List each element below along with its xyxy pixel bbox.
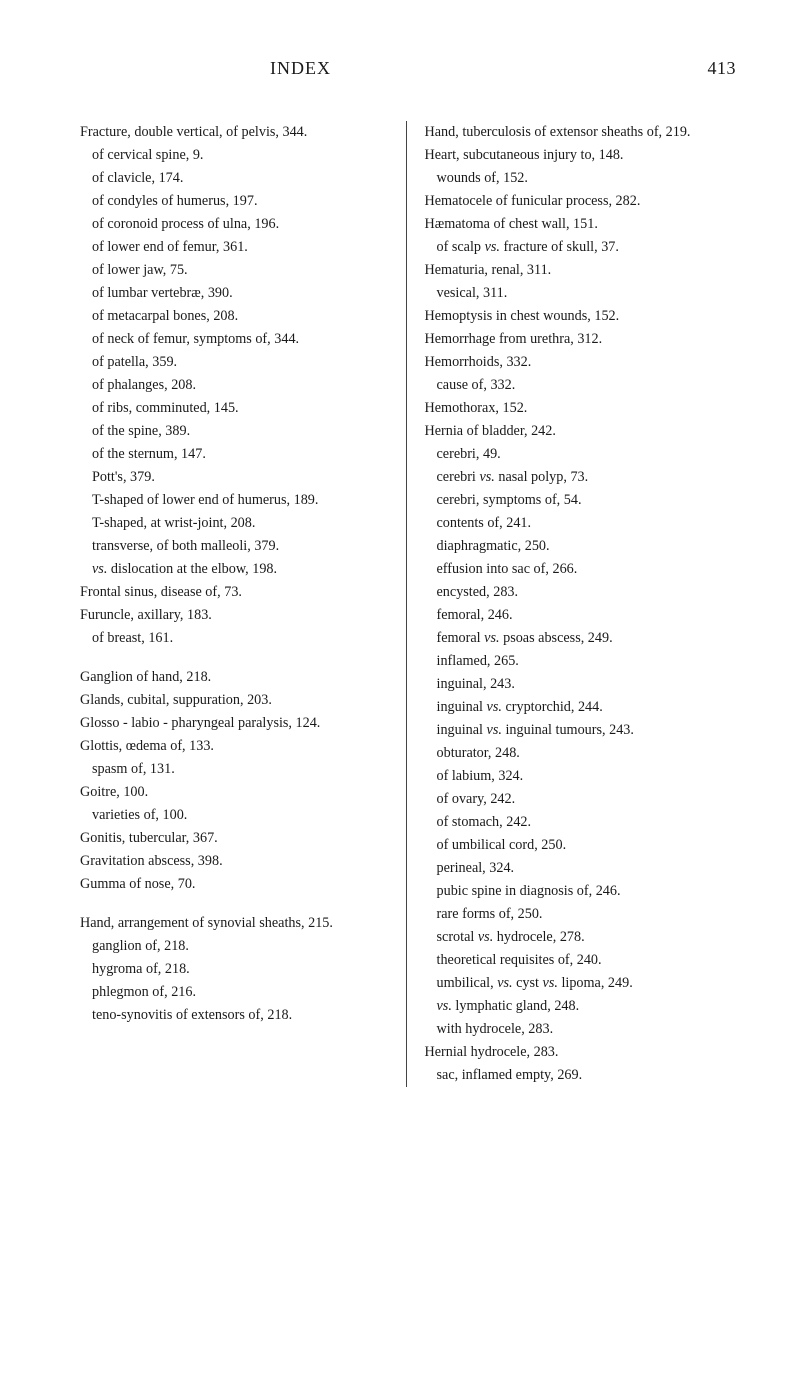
- index-entry: effusion into sac of, 266.: [425, 558, 737, 581]
- index-entry: inguinal, 243.: [425, 673, 737, 696]
- two-column-layout: Fracture, double vertical, of pelvis, 34…: [80, 121, 736, 1087]
- index-entry: of cervical spine, 9.: [80, 144, 392, 167]
- index-entry: Hemorrhage from urethra, 312.: [425, 328, 737, 351]
- index-entry: of ribs, comminuted, 145.: [80, 397, 392, 420]
- index-entry: ganglion of, 218.: [80, 935, 392, 958]
- index-entry: varieties of, 100.: [80, 804, 392, 827]
- index-entry: encysted, 283.: [425, 581, 737, 604]
- index-entry: Hand, arrangement of synovial sheaths, 2…: [80, 912, 392, 935]
- index-entry: Pott's, 379.: [80, 466, 392, 489]
- index-entry: vesical, 311.: [425, 282, 737, 305]
- index-entry: perineal, 324.: [425, 857, 737, 880]
- index-entry: Gumma of nose, 70.: [80, 873, 392, 896]
- index-entry: phlegmon of, 216.: [80, 981, 392, 1004]
- index-entry: femoral vs. psoas abscess, 249.: [425, 627, 737, 650]
- index-entry: of the sternum, 147.: [80, 443, 392, 466]
- index-entry: of metacarpal bones, 208.: [80, 305, 392, 328]
- index-entry: of phalanges, 208.: [80, 374, 392, 397]
- index-entry: contents of, 241.: [425, 512, 737, 535]
- index-entry: vs. dislocation at the elbow, 198.: [80, 558, 392, 581]
- index-entry: Ganglion of hand, 218.: [80, 666, 392, 689]
- index-entry: Hernia of bladder, 242.: [425, 420, 737, 443]
- index-entry: T-shaped, at wrist-joint, 208.: [80, 512, 392, 535]
- index-entry: inguinal vs. inguinal tumours, 243.: [425, 719, 737, 742]
- index-entry: Fracture, double vertical, of pelvis, 34…: [80, 121, 392, 144]
- index-entry: of the spine, 389.: [80, 420, 392, 443]
- index-entry: diaphragmatic, 250.: [425, 535, 737, 558]
- index-entry: of breast, 161.: [80, 627, 392, 650]
- index-entry: umbilical, vs. cyst vs. lipoma, 249.: [425, 972, 737, 995]
- index-entry: Hematocele of funicular process, 282.: [425, 190, 737, 213]
- index-entry: Hernial hydrocele, 283.: [425, 1041, 737, 1064]
- index-entry: Hematuria, renal, 311.: [425, 259, 737, 282]
- index-entry: obturator, 248.: [425, 742, 737, 765]
- index-entry: Gravitation abscess, 398.: [80, 850, 392, 873]
- index-entry: of condyles of humerus, 197.: [80, 190, 392, 213]
- index-entry: cerebri vs. nasal polyp, 73.: [425, 466, 737, 489]
- index-entry: inflamed, 265.: [425, 650, 737, 673]
- index-entry: Hemorrhoids, 332.: [425, 351, 737, 374]
- index-entry: vs. lymphatic gland, 248.: [425, 995, 737, 1018]
- page-header: INDEX 413: [80, 58, 736, 79]
- section-gap: [80, 650, 392, 666]
- index-entry: with hydrocele, 283.: [425, 1018, 737, 1041]
- index-entry: of clavicle, 174.: [80, 167, 392, 190]
- index-entry: of scalp vs. fracture of skull, 37.: [425, 236, 737, 259]
- index-entry: sac, inflamed empty, 269.: [425, 1064, 737, 1087]
- index-entry: of patella, 359.: [80, 351, 392, 374]
- index-entry: pubic spine in diagnosis of, 246.: [425, 880, 737, 903]
- index-entry: of lower jaw, 75.: [80, 259, 392, 282]
- index-entry: inguinal vs. cryptorchid, 244.: [425, 696, 737, 719]
- index-entry: T-shaped of lower end of humerus, 189.: [80, 489, 392, 512]
- header-title: INDEX: [270, 58, 331, 79]
- left-column: Fracture, double vertical, of pelvis, 34…: [80, 121, 407, 1087]
- index-entry: theoretical requisites of, 240.: [425, 949, 737, 972]
- index-entry: Hemoptysis in chest wounds, 152.: [425, 305, 737, 328]
- index-entry: Hand, tuberculosis of extensor sheaths o…: [425, 121, 737, 144]
- index-entry: of lumbar vertebræ, 390.: [80, 282, 392, 305]
- index-entry: Glands, cubital, suppuration, 203.: [80, 689, 392, 712]
- index-entry: rare forms of, 250.: [425, 903, 737, 926]
- index-entry: cerebri, 49.: [425, 443, 737, 466]
- page-number: 413: [708, 58, 737, 79]
- index-entry: Frontal sinus, disease of, 73.: [80, 581, 392, 604]
- index-entry: cerebri, symptoms of, 54.: [425, 489, 737, 512]
- index-entry: of stomach, 242.: [425, 811, 737, 834]
- index-entry: of labium, 324.: [425, 765, 737, 788]
- index-entry: Hemothorax, 152.: [425, 397, 737, 420]
- index-entry: Glosso - labio - pharyngeal paralysis, 1…: [80, 712, 392, 735]
- index-entry: of neck of femur, symptoms of, 344.: [80, 328, 392, 351]
- index-entry: of ovary, 242.: [425, 788, 737, 811]
- index-entry: Hæmatoma of chest wall, 151.: [425, 213, 737, 236]
- index-entry: of coronoid process of ulna, 196.: [80, 213, 392, 236]
- section-gap: [80, 896, 392, 912]
- index-entry: femoral, 246.: [425, 604, 737, 627]
- index-entry: Goitre, 100.: [80, 781, 392, 804]
- index-entry: cause of, 332.: [425, 374, 737, 397]
- index-entry: Furuncle, axillary, 183.: [80, 604, 392, 627]
- index-entry: spasm of, 131.: [80, 758, 392, 781]
- index-entry: Glottis, œdema of, 133.: [80, 735, 392, 758]
- index-entry: Heart, subcutaneous injury to, 148.: [425, 144, 737, 167]
- index-entry: teno-synovitis of extensors of, 218.: [80, 1004, 392, 1027]
- index-entry: hygroma of, 218.: [80, 958, 392, 981]
- index-entry: of umbilical cord, 250.: [425, 834, 737, 857]
- index-entry: of lower end of femur, 361.: [80, 236, 392, 259]
- index-entry: transverse, of both malleoli, 379.: [80, 535, 392, 558]
- right-column: Hand, tuberculosis of extensor sheaths o…: [407, 121, 737, 1087]
- index-entry: Gonitis, tubercular, 367.: [80, 827, 392, 850]
- index-entry: wounds of, 152.: [425, 167, 737, 190]
- index-entry: scrotal vs. hydrocele, 278.: [425, 926, 737, 949]
